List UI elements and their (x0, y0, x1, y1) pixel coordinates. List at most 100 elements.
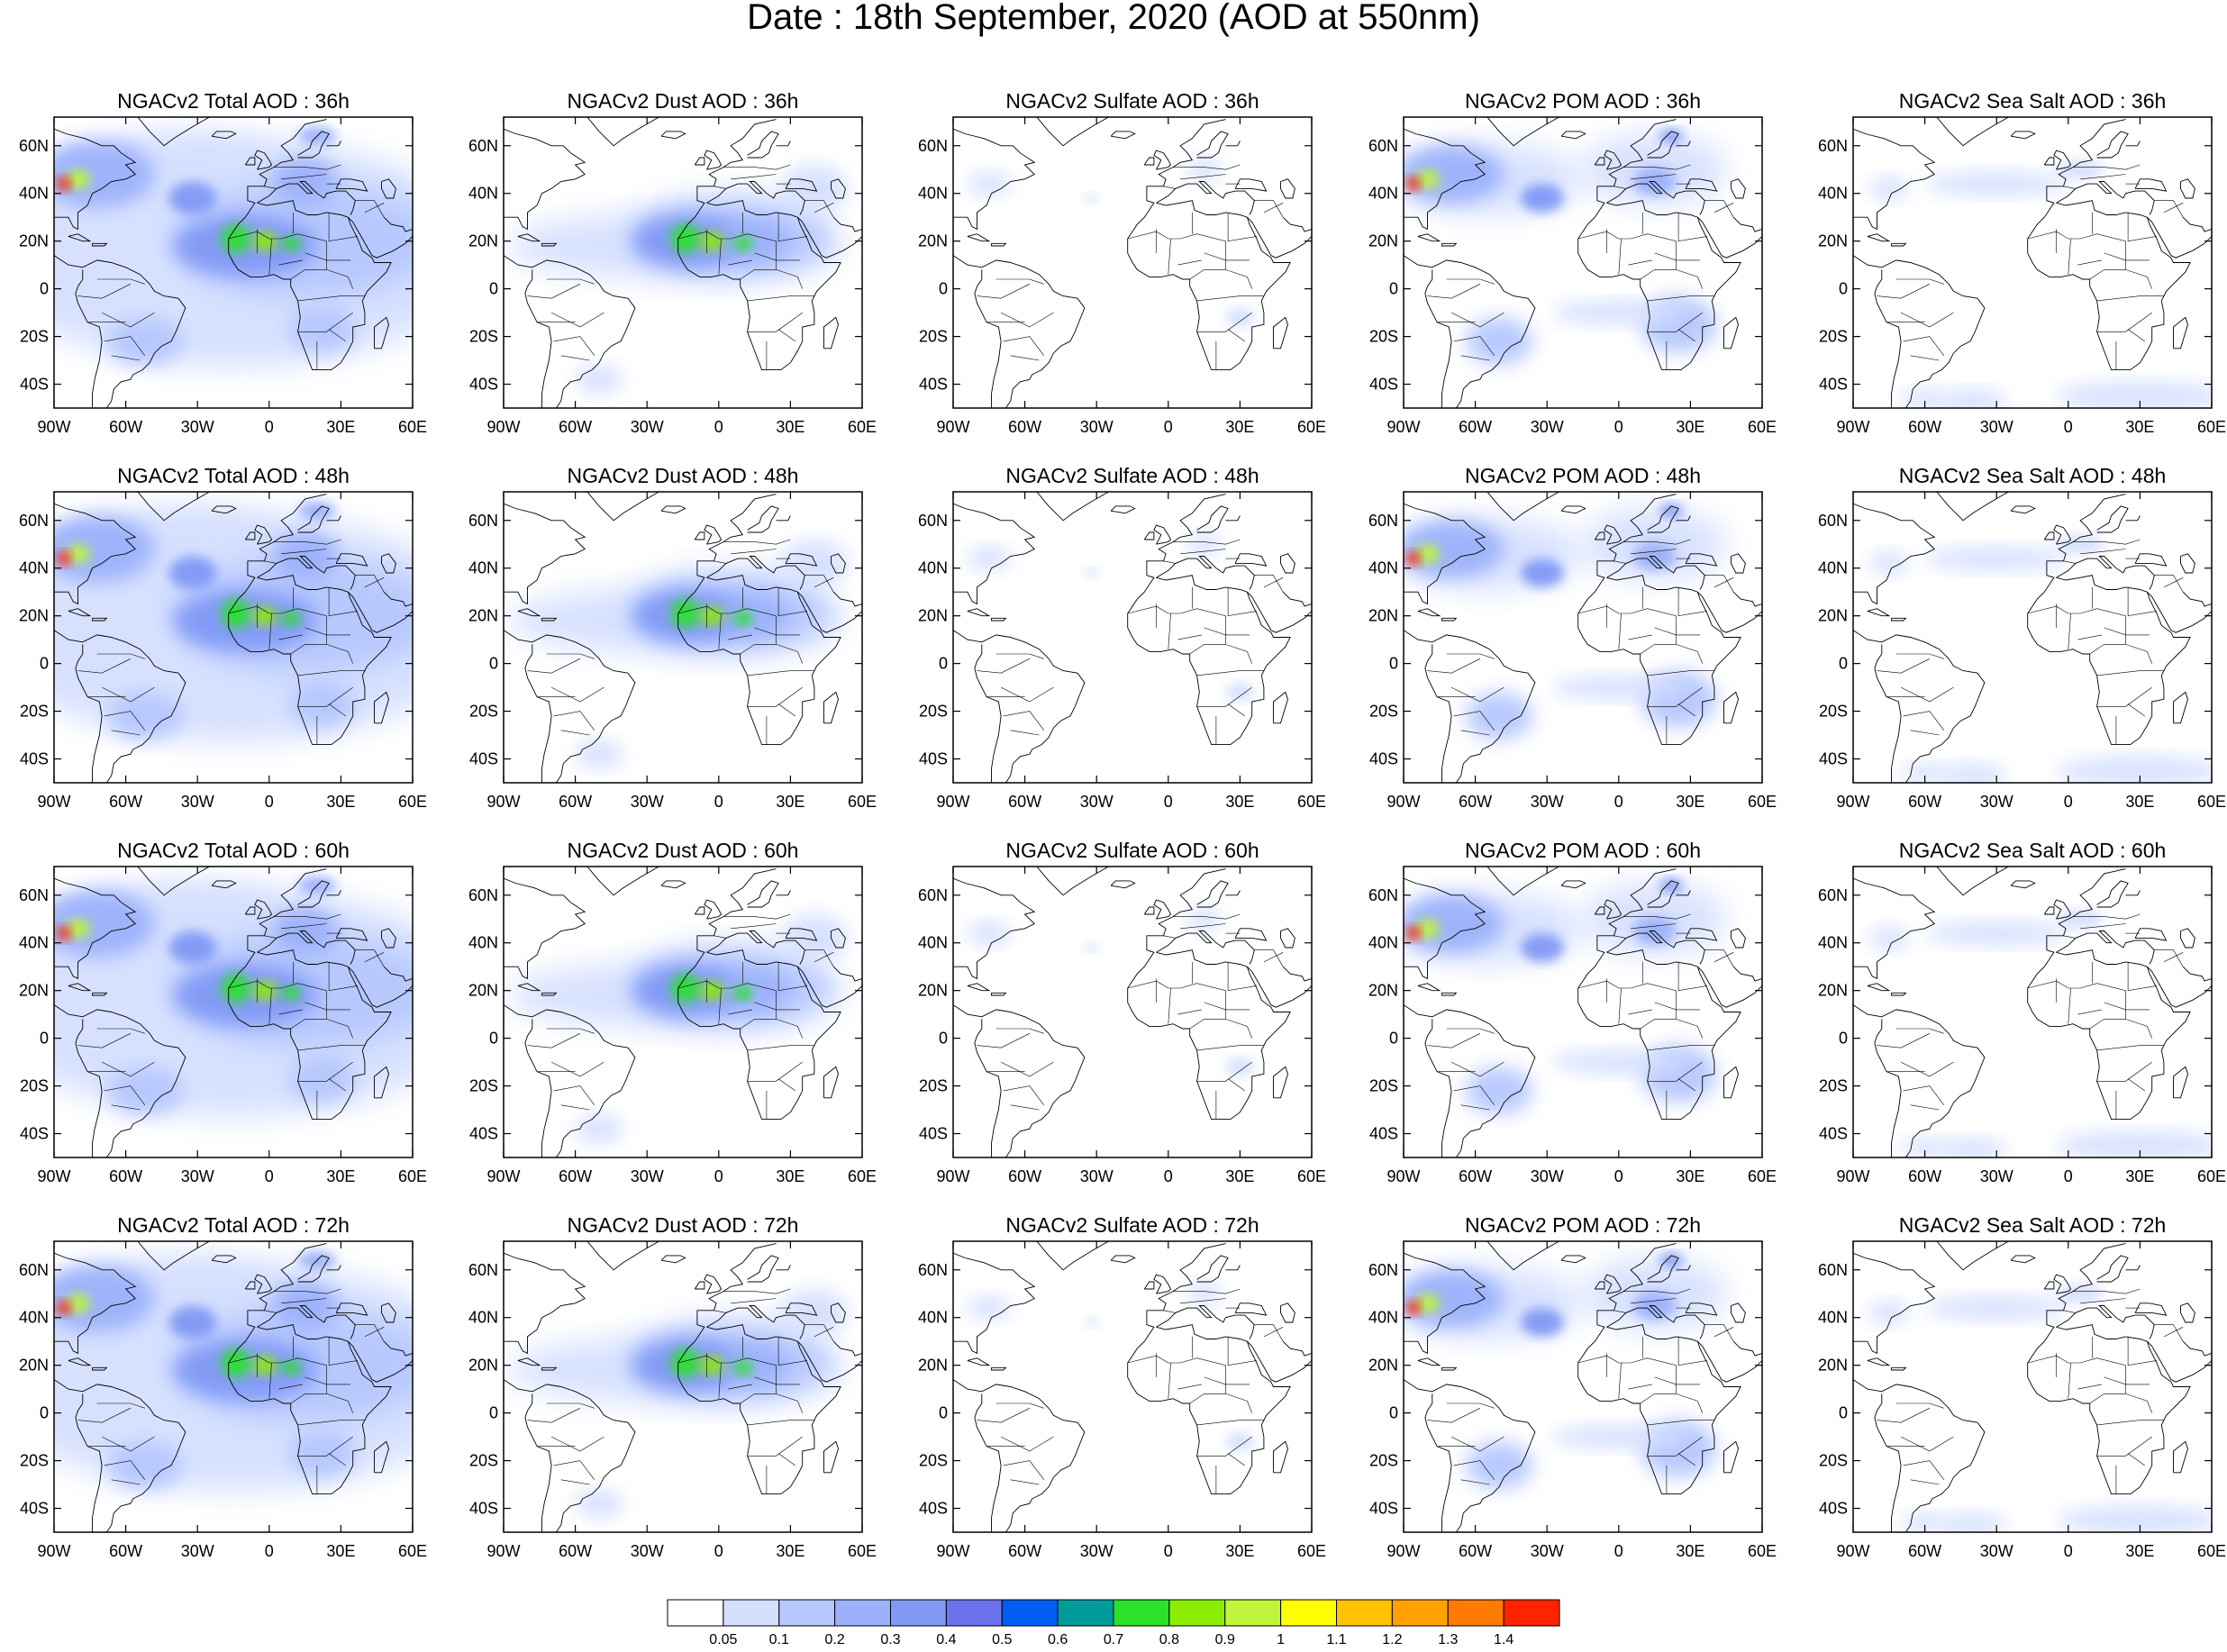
coastline (504, 1004, 636, 1157)
coastline (1036, 117, 1109, 147)
country-border (328, 1453, 346, 1466)
map-frame (952, 491, 1313, 784)
coastline (1853, 1019, 1902, 1157)
coastline (383, 591, 413, 607)
coastline (2147, 966, 2212, 1008)
country-border (814, 577, 834, 588)
coastline (2053, 150, 2072, 170)
aod-field (1901, 763, 1950, 783)
aod-field (66, 169, 90, 189)
colorbar-swatch (890, 1599, 947, 1627)
country-border (777, 1336, 808, 1366)
x-tick-label: 60E (1297, 793, 1326, 811)
aod-field (56, 177, 71, 192)
country-border (2089, 1019, 2152, 1039)
coastline (2134, 1303, 2168, 1316)
country-border (728, 634, 752, 640)
aod-field (670, 974, 700, 1003)
country-border (1446, 278, 1495, 285)
country-border (2073, 913, 2141, 920)
y-tick-label: 20N (1818, 1357, 1848, 1375)
y-tick-label: 20S (1369, 703, 1398, 721)
y-tick-label: 20S (469, 1452, 498, 1470)
country-border (1196, 686, 1252, 707)
map-frame (1403, 116, 1763, 409)
country-border (1903, 336, 1945, 356)
aod-field (670, 599, 700, 628)
x-tick-label: 30W (1980, 418, 2013, 436)
coastline (2134, 928, 2168, 941)
y-tick-label: 60N (918, 1261, 948, 1279)
coastline (68, 233, 92, 242)
country-border (723, 539, 791, 545)
country-border (728, 259, 752, 266)
coastline (1156, 930, 1255, 965)
map-panel: NGACv2 Sulfate AOD : 72h 90W 60W 30W 0 30E 60E… (918, 1213, 1326, 1560)
y-tick-label: 20S (919, 1077, 948, 1095)
coastline (1867, 983, 1891, 992)
x-tick-label: 30W (1531, 1167, 1564, 1185)
x-tick-label: 0 (265, 1542, 274, 1560)
country-border (1623, 164, 1691, 170)
y-tick-label: 40N (1818, 185, 1848, 203)
coastline (504, 630, 636, 783)
x-tick-label: 30E (776, 418, 804, 436)
panel-title: NGACv2 POM AOD : 72h (1465, 1213, 1701, 1237)
country-border (1180, 1298, 1226, 1304)
y-tick-label: 40N (918, 559, 948, 577)
coastline (953, 630, 1086, 783)
coastline (335, 178, 368, 192)
coastline (1723, 1066, 1739, 1099)
coastline (517, 1357, 541, 1366)
aod-field (281, 985, 301, 1001)
y-tick-label: 20S (1819, 1077, 1848, 1095)
aod-field (1521, 1308, 1564, 1337)
country-border (2068, 1362, 2071, 1399)
y-tick-label: 40S (1819, 1125, 1848, 1143)
country-border (2096, 1420, 2164, 1426)
y-tick-label: 40N (19, 1309, 49, 1327)
aod-field (699, 606, 724, 626)
x-tick-label: 30E (776, 793, 804, 811)
coastline (991, 1366, 1007, 1371)
country-border (747, 1436, 803, 1457)
country-border (728, 1384, 752, 1390)
coastline (1685, 928, 1718, 941)
coastline (991, 617, 1007, 622)
country-border (1254, 1324, 1284, 1342)
aod-field (1869, 177, 1909, 201)
coastline (1225, 515, 1241, 522)
coastline (383, 1340, 413, 1357)
y-tick-label: 20N (468, 982, 498, 1000)
y-tick-label: 20N (1368, 982, 1398, 1000)
country-border (777, 1453, 795, 1466)
y-tick-label: 20N (19, 982, 49, 1000)
panel-title: NGACv2 Sulfate AOD : 60h (1005, 839, 1259, 862)
coastline (832, 591, 862, 607)
coastline (1853, 269, 1902, 408)
y-tick-label: 0 (489, 655, 498, 673)
country-border (305, 1002, 350, 1011)
map-panel: NGACv2 Sulfate AOD : 36h 90W 60W 30W 0 30E 60E… (918, 89, 1326, 436)
coastline (348, 591, 413, 633)
y-tick-label: 40S (1819, 1500, 1848, 1518)
country-border (297, 1436, 353, 1457)
country-border (297, 312, 353, 332)
country-border (2127, 212, 2158, 242)
country-border (740, 644, 803, 664)
map-panel: NGACv2 Dust AOD : 48h 90W 60W 30W 0 30E 60E 60N… (468, 464, 877, 811)
country-border (328, 1336, 359, 1366)
country-border (714, 560, 726, 564)
aod-field (1924, 546, 2068, 571)
y-tick-label: 20S (469, 703, 498, 721)
country-border (995, 1402, 1044, 1409)
coastline (1936, 117, 2009, 147)
x-tick-label: 90W (1836, 418, 1869, 436)
x-tick-label: 30W (181, 1542, 214, 1560)
country-border (1877, 284, 1931, 299)
country-border (268, 613, 272, 649)
y-tick-label: 40S (1819, 750, 1848, 768)
coastline (1280, 928, 1295, 949)
country-border (553, 711, 595, 731)
coastline (991, 992, 1007, 996)
